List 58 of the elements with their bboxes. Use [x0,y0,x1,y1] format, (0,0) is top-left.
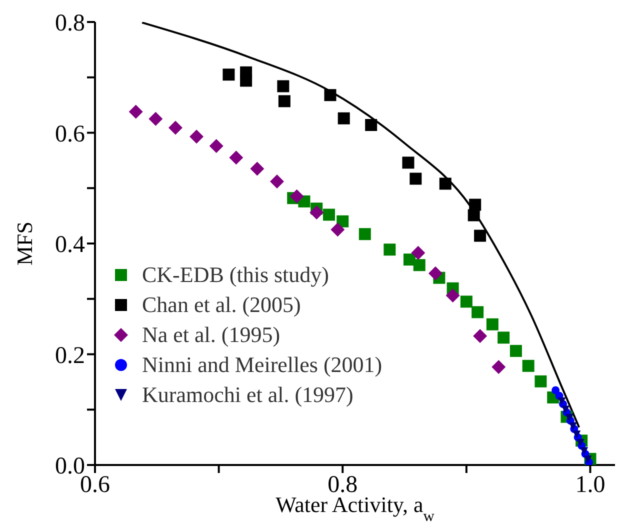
legend-label: Chan et al. (2005) [142,292,301,318]
y-tick-label: 0.6 [55,121,85,148]
point [410,172,422,185]
x-tick-label: 1.0 [575,472,606,498]
x-tick-label: 0.6 [80,472,110,498]
point [498,332,510,344]
point [413,259,426,272]
point [428,266,442,280]
y-tick-label: 0.2 [55,342,85,369]
point [277,80,290,92]
point [534,375,547,388]
y-axis-title: MFS [12,221,37,266]
point [468,209,480,222]
legend-label: Na et al. (1995) [142,322,280,348]
point [469,198,482,211]
legend-label: CK-EDB (this study) [142,262,329,288]
point [411,246,426,260]
point [278,95,290,108]
point [190,130,204,144]
point [229,150,244,165]
point [552,386,560,394]
point [310,205,324,220]
point [290,189,304,204]
legend-label: Kuramochi et al. (1997) [142,382,354,408]
point [358,228,371,240]
point [561,406,570,414]
point [486,318,498,330]
point [270,174,284,188]
point [474,230,486,242]
point [522,360,534,372]
point [472,306,484,318]
point [568,422,577,430]
point [330,222,345,237]
point [580,447,588,456]
point [365,118,378,131]
point [439,178,452,190]
point [492,360,506,374]
point [338,112,350,124]
point [209,139,224,154]
point [323,208,335,221]
point [510,344,522,357]
point [558,397,566,406]
point [402,156,414,169]
y-tick-label: 0.4 [55,232,85,258]
legend-label: Ninni and Meirelles (2001) [142,352,382,378]
point [168,120,182,135]
point [222,68,235,81]
point [446,288,460,303]
point [250,162,264,176]
point [240,74,252,87]
point [384,244,396,256]
point [128,104,143,119]
point [572,430,581,439]
point [460,296,472,308]
point [324,89,336,102]
point [148,112,163,126]
point [473,328,488,343]
y-tick-label: 0.8 [55,10,85,37]
